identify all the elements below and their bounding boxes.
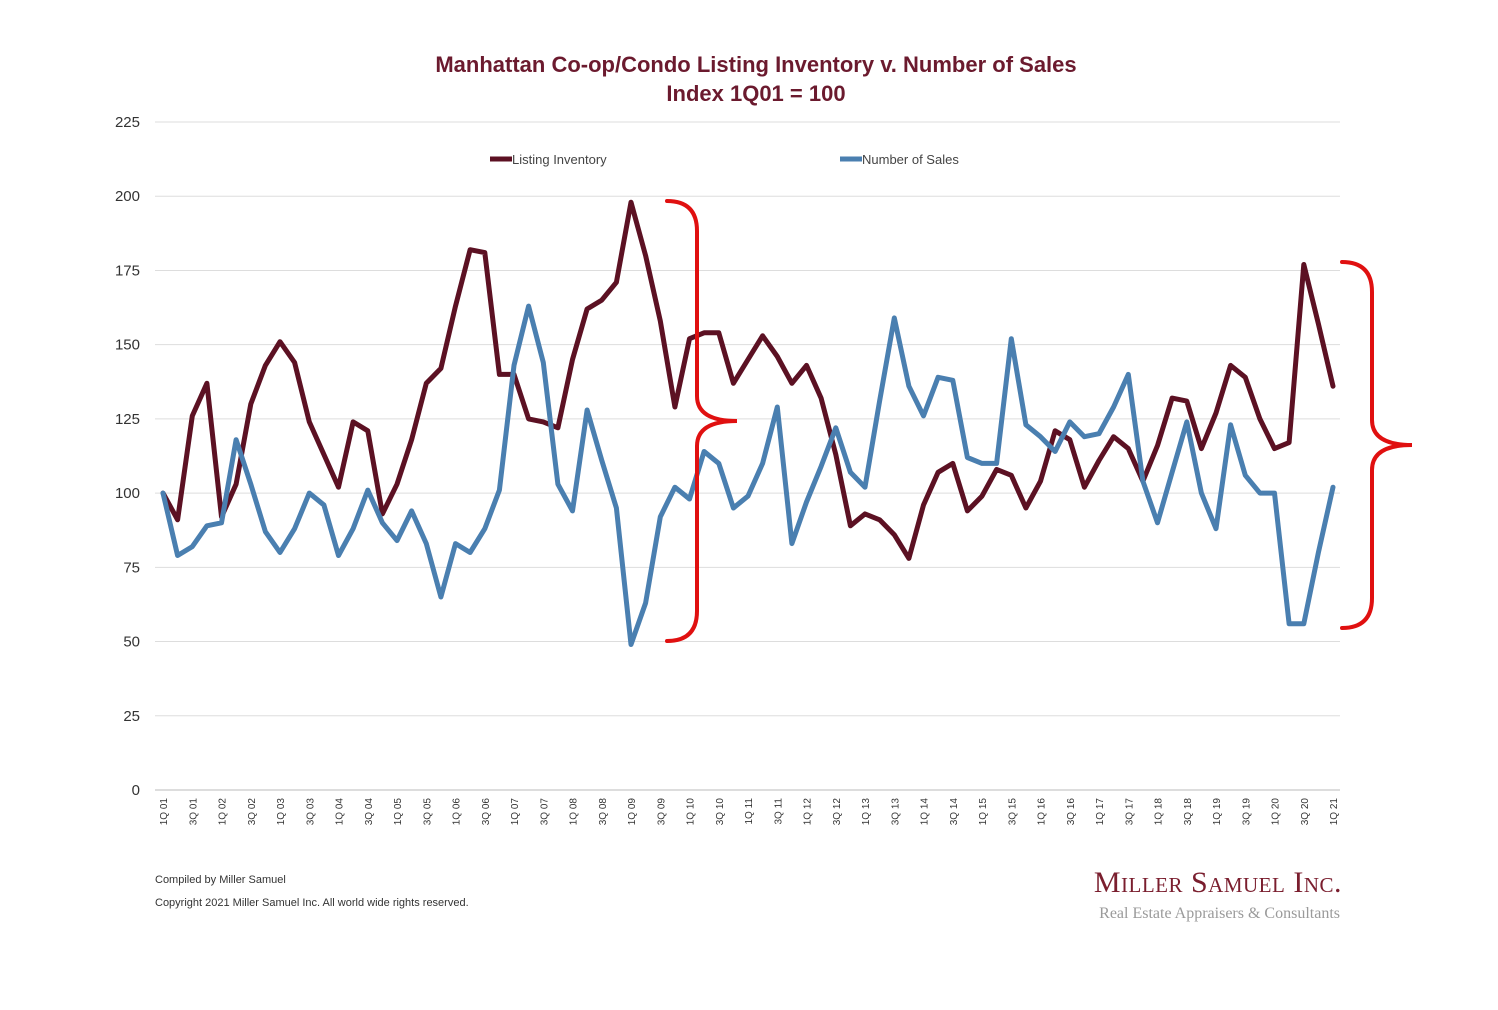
x-tick-label: 1Q 21 [1329, 798, 1340, 826]
x-tick-label: 3Q 12 [832, 798, 843, 826]
y-tick-label: 175 [115, 262, 140, 279]
x-tick-label: 3Q 05 [422, 798, 433, 826]
y-tick-label: 150 [115, 337, 140, 354]
x-tick-label: 3Q 08 [598, 798, 609, 826]
x-tick-label: 1Q 04 [335, 798, 346, 826]
x-tick-label: 3Q 04 [364, 798, 375, 826]
gridlines [155, 121, 1340, 791]
x-tick-label: 3Q 14 [949, 798, 960, 826]
x-tick-label: 1Q 09 [627, 798, 638, 826]
x-tick-label: 3Q 03 [305, 798, 316, 826]
company-tagline: Real Estate Appraisers & Consultants [1099, 905, 1340, 922]
x-tick-label: 1Q 12 [803, 798, 814, 826]
x-tick-label: 1Q 16 [1037, 798, 1048, 826]
x-tick-label: 3Q 20 [1300, 798, 1311, 826]
x-tick-label: 1Q 10 [686, 798, 697, 826]
x-axis: 1Q 01 3Q 01 1Q 02 3Q 02 1Q 03 3Q 03 1Q 04 3Q 04… [159, 798, 1340, 826]
x-tick-label: 3Q 16 [1066, 798, 1077, 826]
x-tick-label: 3Q 17 [1124, 798, 1135, 826]
compiled-credit: Compiled by Miller Samuel [155, 874, 286, 886]
x-tick-label: 1Q 01 [159, 798, 170, 826]
bracket-annotation-left [665, 199, 738, 643]
x-tick-label: 1Q 13 [861, 798, 872, 826]
x-tick-label: 3Q 06 [481, 798, 492, 826]
legend-label-number-of-sales: Number of Sales [862, 152, 959, 167]
x-tick-label: 3Q 01 [188, 798, 199, 826]
chart-subtitle: Index 1Q01 = 100 [666, 81, 845, 106]
x-tick-label: 1Q 03 [276, 798, 287, 826]
x-tick-label: 3Q 18 [1183, 798, 1194, 826]
x-tick-label: 3Q 13 [890, 798, 901, 826]
x-tick-label: 3Q 15 [1007, 798, 1018, 826]
x-tick-label: 3Q 10 [715, 798, 726, 826]
copyright-notice: Copyright 2021 Miller Samuel Inc. All wo… [155, 897, 469, 909]
x-tick-label: 3Q 02 [247, 798, 258, 826]
y-axis: 0 25 50 75 100 125 150 175 200 225 [115, 114, 140, 799]
y-tick-label: 0 [132, 782, 140, 799]
y-tick-label: 200 [115, 188, 140, 205]
company-logo-name: Miller Samuel Inc. [1093, 866, 1342, 899]
x-tick-label: 3Q 11 [773, 798, 784, 825]
x-tick-label: 1Q 02 [218, 798, 229, 826]
x-tick-label: 1Q 05 [393, 798, 404, 826]
y-tick-label: 25 [123, 708, 140, 725]
series-lines [160, 199, 1336, 647]
x-tick-label: 3Q 07 [539, 798, 550, 826]
y-tick-label: 75 [123, 559, 140, 576]
y-tick-label: 100 [115, 485, 140, 502]
x-tick-label: 1Q 06 [452, 798, 463, 826]
bracket-annotation-right [1340, 260, 1413, 630]
x-tick-label: 1Q 14 [920, 798, 931, 826]
x-tick-label: 1Q 07 [510, 798, 521, 826]
series-line-listing-inventory [160, 199, 1336, 561]
x-tick-label: 1Q 17 [1095, 798, 1106, 826]
legend-label-listing-inventory: Listing Inventory [512, 152, 607, 167]
x-tick-label: 3Q 09 [656, 798, 667, 826]
x-tick-label: 1Q 18 [1154, 798, 1165, 826]
x-tick-label: 1Q 15 [978, 798, 989, 826]
legend: Listing Inventory Number of Sales [490, 152, 959, 167]
x-tick-label: 3Q 19 [1241, 798, 1252, 826]
x-tick-label: 1Q 11 [744, 798, 755, 825]
y-tick-label: 225 [115, 114, 140, 131]
y-tick-label: 50 [123, 634, 140, 651]
chart-title: Manhattan Co-op/Condo Listing Inventory … [435, 52, 1076, 77]
y-tick-label: 125 [115, 411, 140, 428]
x-tick-label: 1Q 19 [1212, 798, 1223, 826]
series-line-number-of-sales [160, 303, 1336, 647]
x-tick-label: 1Q 20 [1271, 798, 1282, 826]
x-tick-label: 1Q 08 [569, 798, 580, 826]
